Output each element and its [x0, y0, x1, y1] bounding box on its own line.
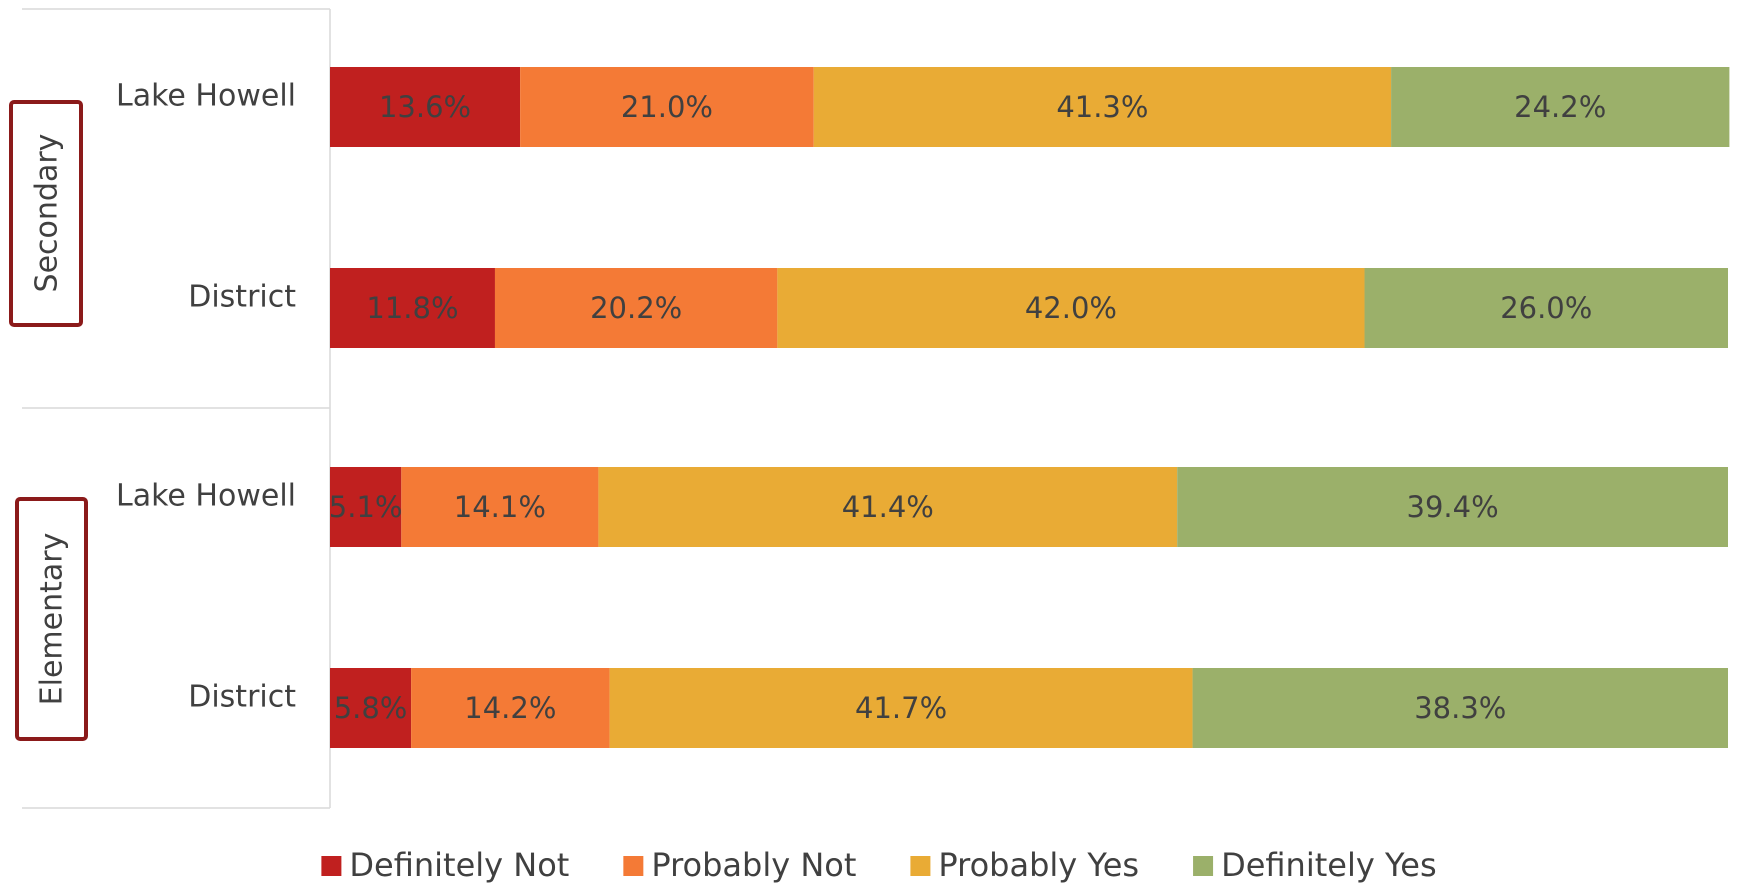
y-tick-label: Lake Howell	[116, 79, 296, 114]
data-label: 41.7%	[855, 691, 947, 725]
bar-segment	[330, 67, 521, 147]
data-label: 24.2%	[1514, 90, 1606, 124]
bar-segment	[401, 467, 599, 547]
bar-segment	[1177, 467, 1728, 547]
bar-segment	[609, 668, 1193, 748]
data-label: 14.2%	[464, 691, 556, 725]
bar-segment	[494, 268, 778, 348]
bar-segment	[330, 668, 412, 748]
legend-label: Probably Yes	[938, 846, 1139, 884]
bar-segment	[1391, 67, 1730, 147]
bar-segment	[598, 467, 1178, 547]
y-tick-label: Lake Howell	[116, 479, 296, 514]
data-label: 13.6%	[379, 90, 471, 124]
group-box	[15, 497, 88, 741]
data-label: 14.1%	[454, 490, 546, 524]
data-label: 11.8%	[366, 291, 458, 325]
bar-segment	[330, 467, 402, 547]
data-label: 39.4%	[1407, 490, 1499, 524]
bar-segment	[813, 67, 1392, 147]
data-label: 41.4%	[842, 490, 934, 524]
group-label: Secondary	[30, 134, 65, 293]
data-label: 38.3%	[1414, 691, 1506, 725]
bar-segment	[520, 67, 814, 147]
data-label: 20.2%	[590, 291, 682, 325]
y-tick-label: District	[188, 680, 296, 715]
legend-label: Definitely Not	[349, 846, 569, 884]
bar-segment	[1364, 268, 1728, 348]
legend-label: Definitely Yes	[1221, 846, 1437, 884]
data-label: 21.0%	[621, 90, 713, 124]
data-label: 26.0%	[1500, 291, 1592, 325]
legend-swatch	[910, 856, 931, 876]
bar-segment	[411, 668, 610, 748]
legend-label: Probably Not	[651, 846, 856, 884]
bar-segment	[777, 268, 1365, 348]
y-tick-label: District	[188, 280, 296, 315]
data-label: 5.1%	[329, 490, 403, 524]
legend-swatch	[1193, 856, 1214, 876]
legend-swatch	[321, 856, 342, 876]
data-label: 41.3%	[1056, 90, 1148, 124]
bar-segment	[1192, 668, 1728, 748]
data-label: 42.0%	[1025, 291, 1117, 325]
group-box	[9, 100, 83, 327]
bar-segment	[330, 268, 495, 348]
data-label: 5.8%	[334, 691, 408, 725]
legend-swatch	[623, 856, 644, 876]
group-label: Elementary	[35, 533, 70, 706]
